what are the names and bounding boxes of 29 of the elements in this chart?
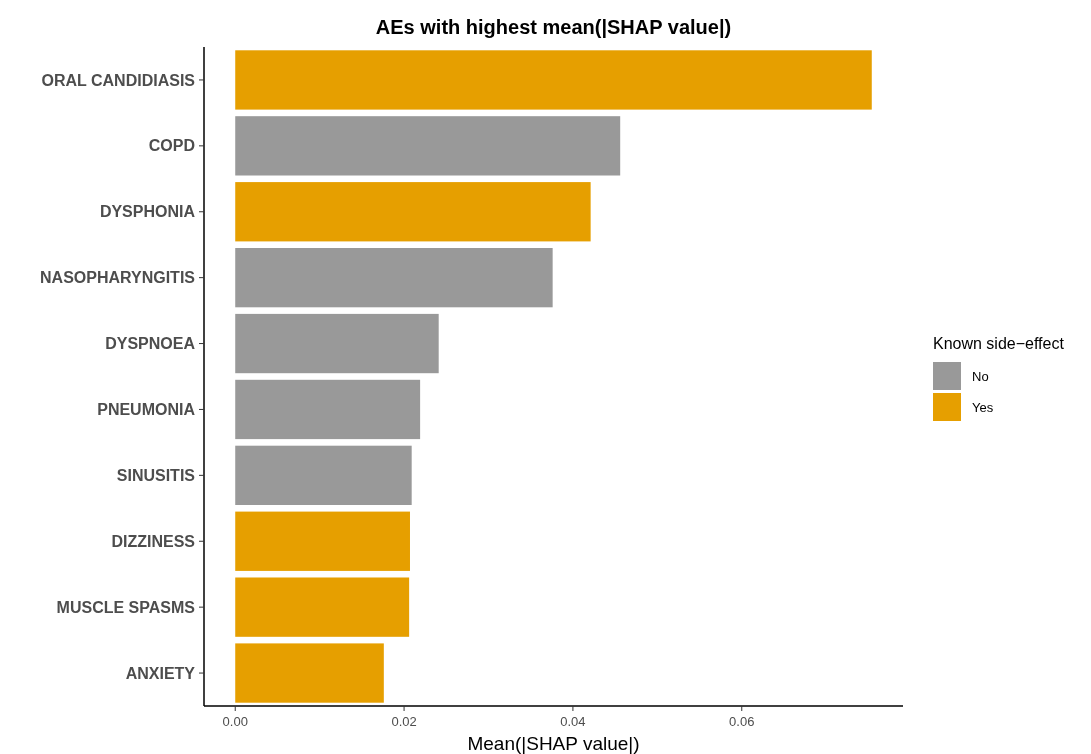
legend-label: No xyxy=(972,368,989,384)
y-tick-label: DYSPHONIA xyxy=(99,203,196,221)
x-tick-label: 0.04 xyxy=(560,714,586,729)
x-tick-label: 0.00 xyxy=(222,714,248,729)
legend-label: Yes xyxy=(972,399,994,415)
y-tick-label: PNEUMONIA xyxy=(97,401,196,419)
bar xyxy=(235,182,591,242)
y-tick-label: NASOPHARYNGITIS xyxy=(40,269,196,287)
y-tick-label: COPD xyxy=(148,137,195,155)
x-tick-label: 0.06 xyxy=(729,714,755,729)
y-tick-label: DYSPNOEA xyxy=(105,335,196,353)
bar xyxy=(235,50,872,110)
y-tick-label: ANXIETY xyxy=(125,664,196,682)
bar xyxy=(235,313,439,374)
y-tick-label: ORAL CANDIDIASIS xyxy=(41,71,196,89)
y-tick-label: SINUSITIS xyxy=(116,466,196,484)
x-axis-title: Mean(|SHAP value|) xyxy=(467,733,640,754)
y-tick-label: DIZZINESS xyxy=(111,532,196,550)
bar xyxy=(235,379,421,440)
bar xyxy=(235,248,553,308)
bar xyxy=(235,445,412,506)
bar xyxy=(235,643,384,703)
chart-title: AEs with highest mean(|SHAP value|) xyxy=(375,16,732,38)
bar xyxy=(235,511,410,571)
x-tick-label: 0.02 xyxy=(391,714,417,729)
legend-title: Known side−effect xyxy=(933,335,1065,352)
y-tick-label: MUSCLE SPASMS xyxy=(56,598,196,616)
bar xyxy=(235,116,621,176)
bar xyxy=(235,577,410,637)
